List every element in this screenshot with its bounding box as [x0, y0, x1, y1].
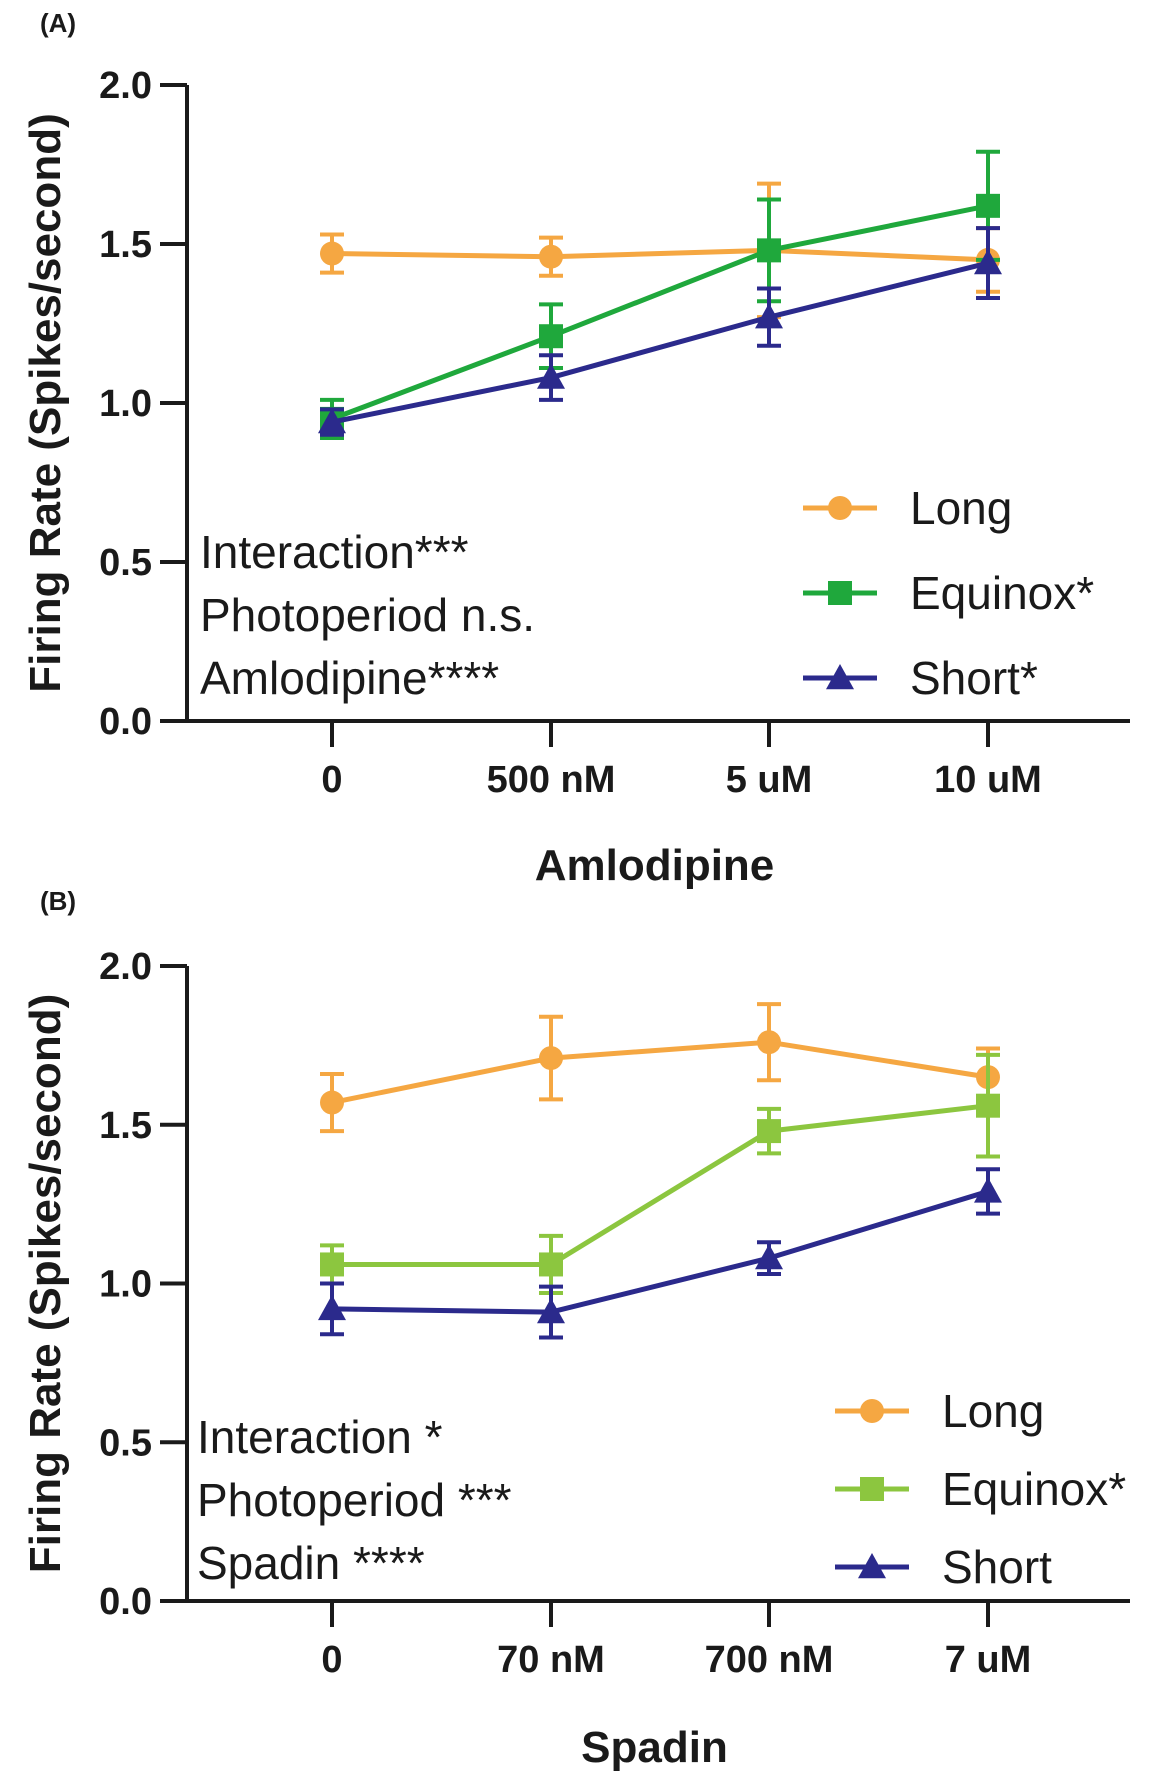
series-line	[331, 1039, 989, 1105]
legend-label: Short*	[910, 652, 1038, 704]
legend-marker-triangle	[826, 664, 854, 690]
x-tick-label: 0	[321, 759, 342, 801]
x-tick-label: 500 nM	[487, 759, 616, 801]
legend-label: Short	[942, 1541, 1052, 1593]
y-tick-label: 2.0	[99, 65, 152, 107]
stats-annotation: Amlodipine****	[200, 652, 499, 704]
y-tick-label: 0.5	[99, 1422, 152, 1464]
data-point-circle	[320, 1090, 344, 1115]
stats-annotation: Photoperiod ***	[197, 1474, 512, 1526]
series-equinox	[320, 1052, 1000, 1296]
legend-marker-square	[860, 1477, 884, 1501]
series-line	[331, 260, 989, 425]
data-point-square	[320, 1252, 344, 1277]
data-point-square	[976, 193, 1000, 218]
series-long	[320, 181, 1000, 320]
x-axis-title: Amlodipine	[535, 841, 775, 890]
data-point-triangle	[537, 1298, 565, 1324]
stats-annotation: Photoperiod n.s.	[200, 589, 535, 641]
data-point-square	[757, 1119, 781, 1144]
x-tick-label: 5 uM	[726, 759, 813, 801]
panel-label: (B)	[40, 886, 76, 916]
series-line	[331, 1189, 989, 1315]
series-line	[332, 1103, 989, 1267]
y-tick-label: 0.0	[99, 1581, 152, 1623]
legend-label: Equinox*	[910, 567, 1094, 619]
data-point-triangle	[755, 1244, 783, 1270]
legend-label: Equinox*	[942, 1463, 1126, 1515]
data-point-triangle	[974, 249, 1002, 275]
stats-annotation: Interaction *	[197, 1411, 443, 1463]
data-point-square	[976, 1093, 1000, 1118]
data-point-triangle	[318, 1294, 346, 1321]
series-line	[331, 203, 989, 422]
y-axis-title: Firing Rate (Spikes/second)	[21, 994, 70, 1573]
series-equinox	[320, 149, 1000, 440]
chart-panel-a: (A) 0.0 0.5 1.0 1.5 2.0 0 500 nM 5 uM 10 uM Amlodi…	[21, 8, 1130, 890]
legend-label: Long	[942, 1385, 1044, 1437]
x-tick-label: 7 uM	[945, 1639, 1032, 1681]
series-short	[318, 1167, 1002, 1340]
legend-marker-triangle	[858, 1553, 886, 1579]
x-tick-label: 0	[321, 1639, 342, 1681]
data-point-triangle	[755, 303, 783, 329]
data-point-circle	[757, 1030, 781, 1055]
legend: Long Equinox* Short	[835, 1385, 1126, 1593]
data-point-square	[539, 324, 563, 349]
series-long	[320, 1002, 1000, 1134]
x-tick-label: 70 nM	[497, 1639, 605, 1681]
y-tick-label: 1.5	[99, 1105, 152, 1147]
y-tick-label: 1.0	[99, 1264, 152, 1306]
series-line	[331, 247, 989, 263]
data-point-circle	[320, 241, 344, 266]
legend: Long Equinox* Short*	[803, 482, 1094, 704]
y-tick-label: 0.0	[99, 701, 152, 743]
series-short	[318, 226, 1002, 437]
data-point-triangle	[318, 408, 346, 434]
legend-marker-circle	[828, 496, 852, 520]
data-point-circle	[539, 1046, 563, 1071]
legend-marker-square	[828, 581, 852, 605]
y-tick-label: 1.0	[99, 383, 152, 425]
x-axis-title: Spadin	[581, 1723, 728, 1772]
data-point-circle	[539, 244, 563, 269]
y-tick-label: 0.5	[99, 542, 152, 584]
x-tick-label: 10 uM	[934, 759, 1042, 801]
data-point-triangle	[974, 1177, 1002, 1203]
x-tick-label: 700 nM	[705, 1639, 834, 1681]
legend-marker-circle	[860, 1399, 884, 1423]
legend-label: Long	[910, 482, 1012, 534]
chart-panel-b: (B) 0.0 0.5 1.0 1.5 2.0 0 70 nM 700 nM 7 uM Spadin…	[21, 886, 1130, 1772]
data-point-triangle	[537, 363, 565, 389]
data-point-square	[539, 1252, 563, 1277]
y-tick-label: 1.5	[99, 224, 152, 266]
stats-annotation: Spadin ****	[197, 1537, 425, 1589]
y-axis-title: Firing Rate (Spikes/second)	[21, 113, 70, 692]
stats-annotation: Interaction***	[200, 526, 469, 578]
y-tick-label: 2.0	[99, 946, 152, 988]
panel-label: (A)	[40, 8, 76, 38]
data-point-square	[757, 238, 781, 263]
